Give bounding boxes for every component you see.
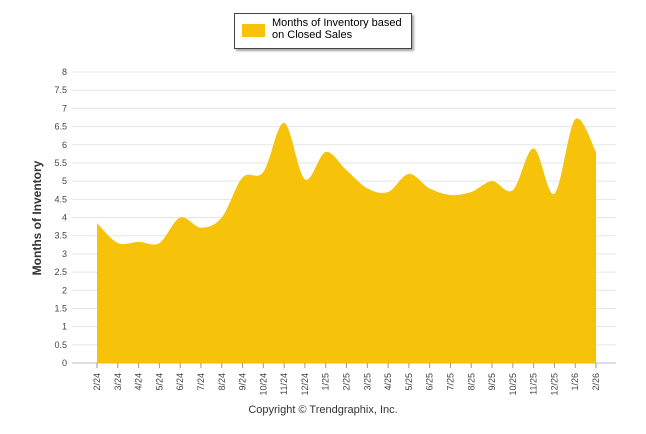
- legend: Months of Inventory based on Closed Sale…: [234, 13, 412, 49]
- x-tick-label: 4/24: [134, 373, 144, 391]
- x-tick-label: 2/25: [342, 373, 352, 391]
- x-tick-label: 9/24: [238, 373, 248, 391]
- x-tick-label: 8/25: [466, 373, 476, 391]
- x-tick-label: 7/25: [445, 373, 455, 391]
- y-tick-label: 6.5: [54, 122, 67, 132]
- y-tick-label: 3.5: [54, 231, 67, 241]
- copyright-credit: Copyright © Trendgraphix, Inc.: [248, 404, 398, 416]
- y-tick-label: 5: [62, 176, 67, 186]
- y-tick-label: 5.5: [54, 158, 67, 168]
- x-tick-label: 6/25: [425, 373, 435, 391]
- y-tick-label: 1: [62, 322, 67, 332]
- x-tick-label: 12/24: [300, 373, 310, 396]
- area-fill: [97, 118, 596, 363]
- legend-label: Months of Inventory based on Closed Sale…: [272, 17, 402, 41]
- x-tick-label: 6/24: [175, 373, 185, 391]
- y-tick-label: 3: [62, 249, 67, 259]
- x-tick-label: 8/24: [217, 373, 227, 391]
- y-tick-label: 8: [62, 67, 67, 77]
- x-tick-label: 1/26: [570, 373, 580, 391]
- y-tick-label: 7.5: [54, 85, 67, 95]
- x-tick-label: 2/24: [92, 373, 102, 391]
- y-axis-ticks: 0 0.5 1 1.5 2 2.5 3 3.5 4 4.5 5 5.5 6 6.5 7 7.5 8: [54, 67, 67, 368]
- y-axis-title: Months of Inventory: [30, 160, 44, 276]
- x-tick-label: 10/25: [508, 373, 518, 396]
- x-tick-label: 4/25: [383, 373, 393, 391]
- x-tick-label: 11/24: [279, 373, 289, 395]
- y-tick-label: 7: [62, 103, 67, 113]
- y-tick-label: 6: [62, 140, 67, 150]
- area-series: [97, 118, 596, 363]
- x-tick-label: 11/25: [529, 373, 539, 395]
- x-tick-label: 2/26: [591, 373, 601, 391]
- legend-swatch: [242, 24, 265, 37]
- x-tick-label: 3/24: [113, 373, 123, 391]
- x-tick-label: 3/25: [362, 373, 372, 391]
- x-tick-label: 1/25: [321, 373, 331, 391]
- x-axis-ticks: 2/24 3/24 4/24 5/24 6/24 7/24 8/24 9/24 10/24 11/…: [92, 363, 601, 396]
- x-tick-label: 10/24: [258, 373, 268, 396]
- x-tick-label: 5/25: [404, 373, 414, 391]
- y-tick-label: 2: [62, 285, 67, 295]
- y-tick-label: 4: [62, 213, 67, 223]
- x-tick-label: 12/25: [549, 373, 559, 396]
- y-tick-label: 1.5: [54, 303, 67, 313]
- y-tick-label: 0.5: [54, 340, 67, 350]
- y-tick-label: 0: [62, 358, 67, 368]
- y-tick-label: 4.5: [54, 194, 67, 204]
- y-tick-label: 2.5: [54, 267, 67, 277]
- x-tick-label: 7/24: [196, 373, 206, 391]
- x-tick-label: 9/25: [487, 373, 497, 391]
- x-tick-label: 5/24: [154, 373, 164, 391]
